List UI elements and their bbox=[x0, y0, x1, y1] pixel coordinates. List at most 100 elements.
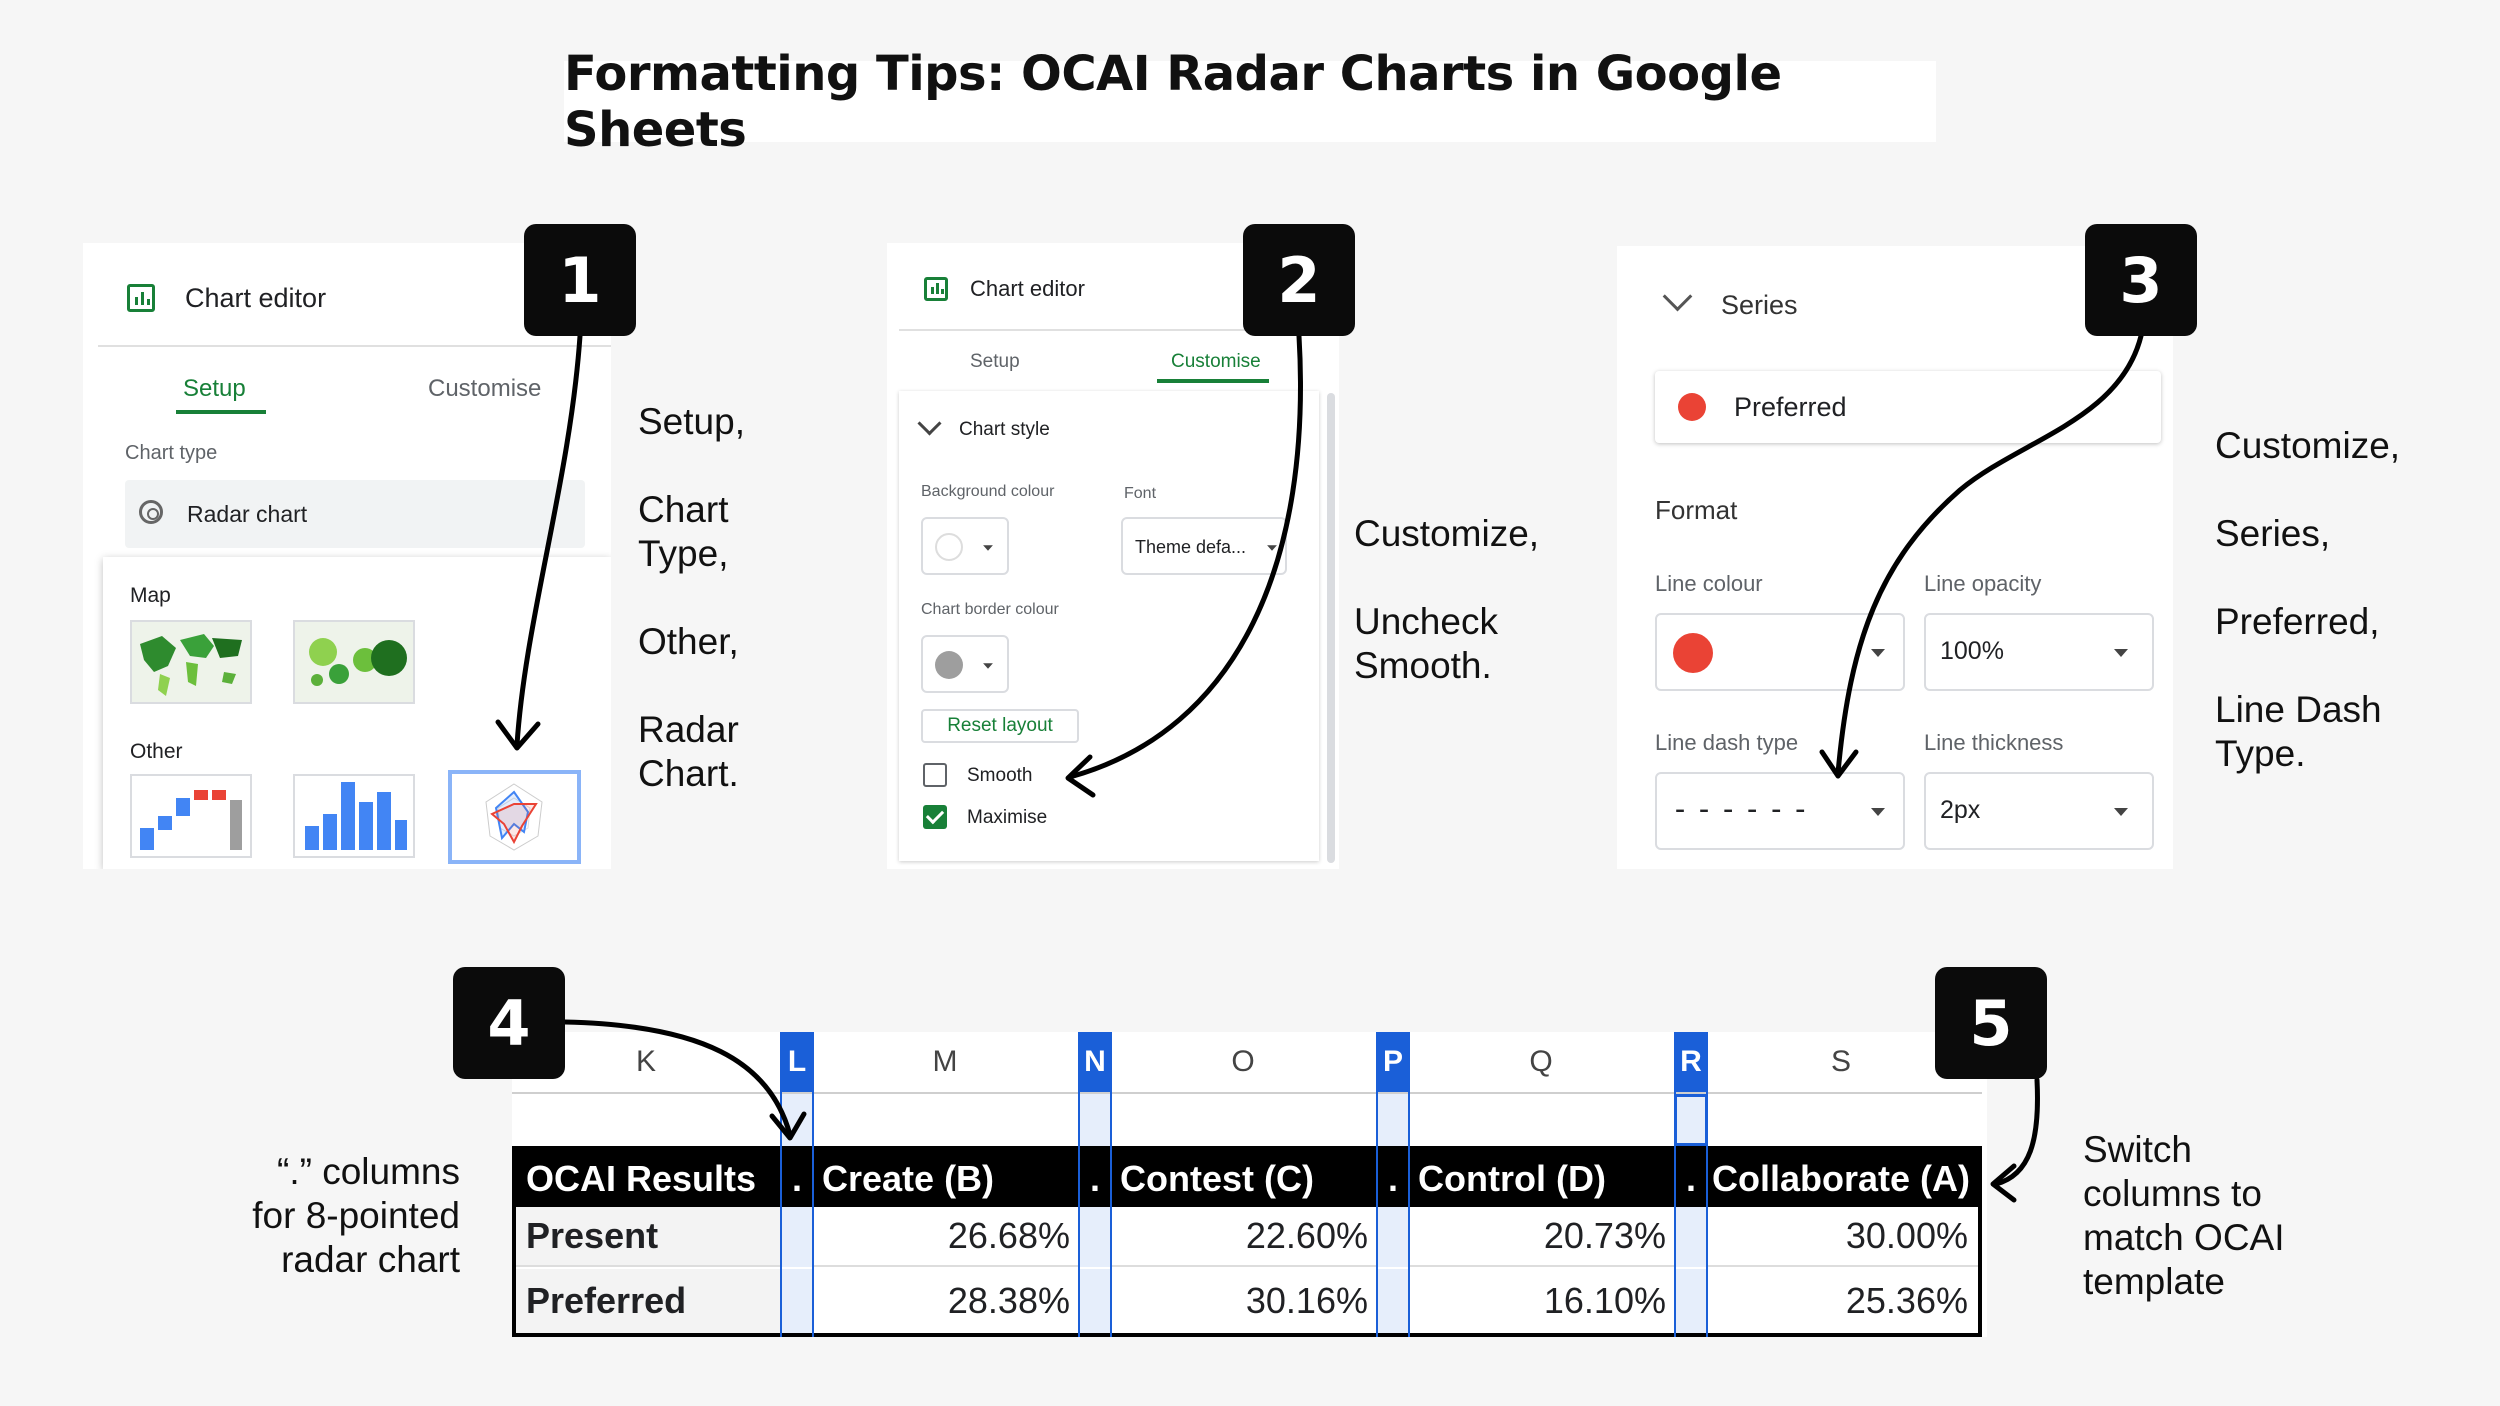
chart-type-value: Radar chart bbox=[187, 501, 308, 527]
column-chart-thumb[interactable] bbox=[293, 774, 415, 858]
cell-present-p[interactable] bbox=[1378, 1207, 1408, 1267]
column-r-outline bbox=[1674, 1032, 1708, 1337]
waterfall-chart-thumb[interactable] bbox=[130, 774, 252, 858]
header-cell-control[interactable]: Control (D) bbox=[1408, 1150, 1676, 1207]
tab-customise[interactable]: Customise bbox=[428, 375, 542, 402]
column-header-l[interactable]: L bbox=[782, 1032, 812, 1092]
header-cell-dot-l[interactable]: . bbox=[782, 1150, 812, 1207]
tab-customise-underline bbox=[1157, 379, 1269, 383]
line-dash-type-label: Line dash type bbox=[1655, 730, 1799, 755]
white-swatch bbox=[935, 533, 963, 561]
section-other-label: Other bbox=[130, 740, 183, 763]
column-header-s[interactable]: S bbox=[1706, 1032, 1976, 1092]
header-cell-create[interactable]: Create (B) bbox=[812, 1150, 1080, 1207]
series-section-label[interactable]: Series bbox=[1721, 290, 1798, 320]
background-colour-picker[interactable] bbox=[921, 517, 1009, 575]
line-thickness-label: Line thickness bbox=[1924, 730, 2064, 755]
column-header-n[interactable]: N bbox=[1080, 1032, 1110, 1092]
chart-editor-title: Chart editor bbox=[185, 283, 327, 313]
header-cell-contest[interactable]: Contest (C) bbox=[1110, 1150, 1378, 1207]
series-dropdown[interactable]: Preferred bbox=[1655, 371, 2161, 443]
reset-layout-button[interactable]: Reset layout bbox=[921, 709, 1079, 743]
header-cell-dot-p[interactable]: . bbox=[1378, 1150, 1408, 1207]
header-cell-dot-r[interactable]: . bbox=[1676, 1150, 1706, 1207]
note-step-5: Switch columns to match OCAI template bbox=[2083, 1129, 2285, 1302]
chart-border-colour-label: Chart border colour bbox=[921, 601, 1059, 618]
cell-preferred-n[interactable] bbox=[1080, 1269, 1110, 1333]
series-format-panel: Series Preferred Format Line colour Line… bbox=[1617, 246, 2173, 869]
border-colour-picker[interactable] bbox=[921, 635, 1009, 693]
cell-preferred-r[interactable] bbox=[1676, 1269, 1706, 1333]
cell-present-l[interactable] bbox=[782, 1207, 812, 1267]
page-title: Formatting Tips: OCAI Radar Charts in Go… bbox=[564, 45, 1782, 158]
tab-setup[interactable]: Setup bbox=[970, 351, 1020, 372]
cell-present-r[interactable] bbox=[1676, 1207, 1706, 1267]
arrow-1 bbox=[514, 333, 583, 748]
line-thickness-dropdown[interactable]: 2px bbox=[1924, 772, 2154, 850]
chart-editor-title: Chart editor bbox=[970, 276, 1085, 301]
cell-preferred-collaborate[interactable]: 25.36% bbox=[1845, 1280, 1968, 1321]
chart-editor-icon bbox=[924, 277, 948, 301]
cell-present-collaborate[interactable]: 30.00% bbox=[1706, 1207, 1978, 1267]
caret-down-icon bbox=[1267, 545, 1277, 551]
bubble-map-thumb[interactable] bbox=[293, 620, 415, 704]
line-dash-type-dropdown[interactable]: ------ bbox=[1655, 772, 1905, 850]
maximise-checkbox[interactable] bbox=[923, 805, 947, 829]
arrow-4-head bbox=[769, 1111, 807, 1141]
header-cell-collaborate[interactable]: Collaborate (A) bbox=[1706, 1150, 1978, 1207]
chart-editor-panel-setup: Chart editor Setup Customise Chart type … bbox=[83, 243, 611, 869]
empty-cell-n[interactable] bbox=[1080, 1094, 1110, 1146]
header-cell-results[interactable]: OCAI Results bbox=[516, 1150, 782, 1207]
arrow-5-head bbox=[1990, 1163, 2017, 1203]
column-header-m[interactable]: M bbox=[812, 1032, 1080, 1092]
line-opacity-value: 100% bbox=[1940, 637, 2004, 665]
column-header-q[interactable]: Q bbox=[1408, 1032, 1676, 1092]
step-badge-4: 4 bbox=[453, 967, 565, 1079]
column-header-o[interactable]: O bbox=[1110, 1032, 1378, 1092]
chart-type-list: Map Other bbox=[103, 557, 611, 869]
note-step-3: Customize, Series, Preferred, Line Dash … bbox=[2215, 425, 2401, 774]
header-cell-dot-n[interactable]: . bbox=[1080, 1150, 1110, 1207]
chart-type-dropdown[interactable]: Radar chart bbox=[125, 480, 585, 548]
header-divider bbox=[899, 329, 1339, 331]
cell-preferred-contest[interactable]: 30.16% bbox=[1245, 1280, 1368, 1321]
font-dropdown[interactable]: Theme defa... bbox=[1121, 517, 1287, 575]
column-header-r[interactable]: R bbox=[1676, 1032, 1706, 1092]
note-step-1: Setup, Chart Type, Other, Radar Chart. bbox=[638, 401, 745, 794]
cell-preferred-create[interactable]: 28.38% bbox=[947, 1280, 1070, 1321]
radar-chart-thumb-selected[interactable] bbox=[448, 770, 581, 864]
line-thickness-value: 2px bbox=[1940, 796, 1981, 824]
step-badge-5: 5 bbox=[1935, 967, 2047, 1079]
arrow-3-head bbox=[1819, 749, 1859, 779]
cell-present-contest[interactable]: 22.60% bbox=[1110, 1207, 1378, 1267]
geo-chart-thumb[interactable] bbox=[130, 620, 252, 704]
smooth-checkbox[interactable] bbox=[923, 763, 947, 787]
caret-down-icon bbox=[2114, 808, 2128, 816]
cell-present-n[interactable] bbox=[1080, 1207, 1110, 1267]
scrollbar[interactable] bbox=[1327, 393, 1335, 863]
column-header-p[interactable]: P bbox=[1378, 1032, 1408, 1092]
row-label-present[interactable]: Present bbox=[516, 1207, 782, 1267]
cell-preferred-control[interactable]: 16.10% bbox=[1543, 1280, 1666, 1321]
cell-present-control[interactable]: 20.73% bbox=[1408, 1207, 1676, 1267]
chart-style-label[interactable]: Chart style bbox=[959, 419, 1050, 440]
empty-cell-p[interactable] bbox=[1378, 1094, 1408, 1146]
cell-present-create[interactable]: 26.68% bbox=[812, 1207, 1080, 1267]
step-badge-1: 1 bbox=[524, 224, 636, 336]
tab-customise[interactable]: Customise bbox=[1171, 351, 1261, 372]
chart-type-label: Chart type bbox=[125, 442, 218, 464]
line-opacity-dropdown[interactable]: 100% bbox=[1924, 613, 2154, 691]
line-colour-picker[interactable] bbox=[1655, 613, 1905, 691]
maximise-label: Maximise bbox=[967, 807, 1048, 828]
background-colour-label: Background colour bbox=[921, 483, 1055, 500]
arrow-2 bbox=[1067, 333, 1303, 780]
row-label-preferred[interactable]: Preferred bbox=[516, 1269, 782, 1333]
tab-setup-underline bbox=[176, 410, 266, 414]
column-p-outline bbox=[1376, 1032, 1410, 1337]
caret-down-icon bbox=[1871, 808, 1885, 816]
cell-preferred-p[interactable] bbox=[1378, 1269, 1408, 1333]
tab-setup[interactable]: Setup bbox=[183, 375, 246, 402]
line-colour-label: Line colour bbox=[1655, 571, 1763, 596]
cell-preferred-l[interactable] bbox=[782, 1269, 812, 1333]
